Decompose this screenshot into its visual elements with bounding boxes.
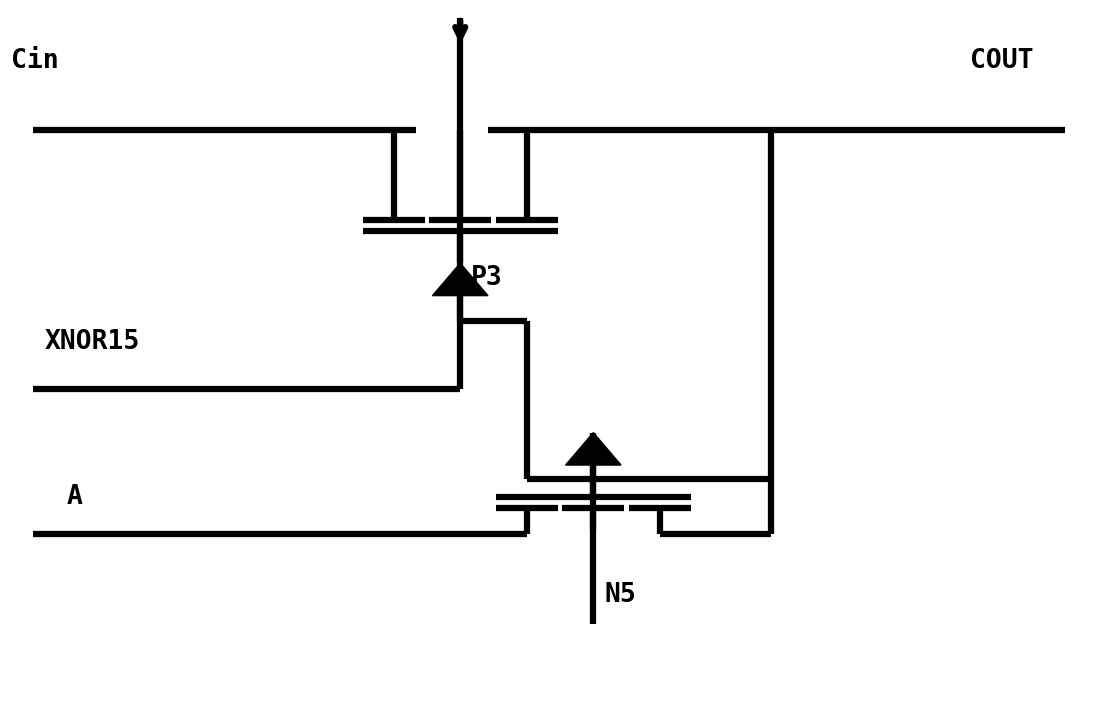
Text: Cin: Cin: [11, 48, 59, 74]
Text: P3: P3: [471, 265, 503, 291]
Text: A: A: [67, 485, 82, 510]
Text: XNOR15: XNOR15: [44, 329, 140, 355]
Text: COUT: COUT: [970, 48, 1034, 74]
Polygon shape: [566, 433, 621, 465]
Polygon shape: [433, 263, 488, 296]
Text: N5: N5: [604, 582, 637, 608]
